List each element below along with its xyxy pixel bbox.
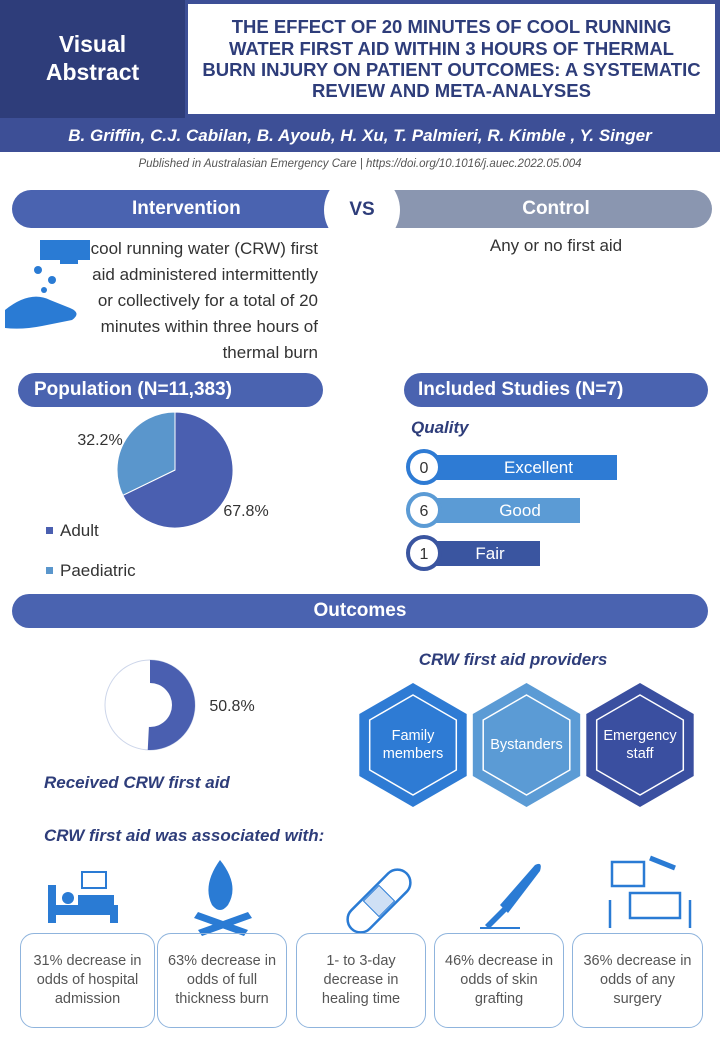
- hexagon-outline: [595, 694, 685, 796]
- hexagon: [586, 683, 694, 807]
- studies-title: Included Studies (N=7): [404, 373, 708, 407]
- hexagon-outline: [368, 694, 458, 796]
- title: THE EFFECT OF 20 MINUTES OF COOL RUNNING…: [188, 4, 715, 114]
- provider-name: Emergency staff: [603, 727, 677, 762]
- pie-label: 32.2%: [77, 432, 122, 449]
- population-title: Population (N=11,383): [18, 373, 323, 407]
- hexagon: [359, 683, 467, 807]
- control-text: Any or no first aid: [489, 236, 623, 255]
- surgery-icon: [608, 855, 692, 928]
- count: 6: [420, 503, 429, 520]
- pie-label: 67.8%: [223, 503, 268, 520]
- quality-name: Fair: [475, 544, 505, 563]
- bandage-icon: [346, 868, 412, 934]
- authors: B. Griffin, C.J. Cabilan, B. Ayoub, H. X…: [68, 126, 652, 145]
- quality-label: Quality: [411, 418, 469, 437]
- intervention-label: Intervention: [12, 190, 372, 228]
- outcomes-title: Outcomes: [12, 594, 708, 628]
- donut-hole: [128, 683, 172, 727]
- count-circle: [406, 535, 442, 571]
- count: 0: [420, 460, 429, 477]
- pie-slice: [116, 411, 176, 497]
- outcome-box: 46% decrease in odds of skin grafting: [434, 933, 564, 1028]
- legend-swatch: [46, 567, 53, 574]
- badge: Visual Abstract: [0, 0, 185, 118]
- control-label: Control: [360, 190, 712, 228]
- donut-label: 50.8%: [209, 698, 254, 715]
- legend-swatch: [46, 527, 53, 534]
- count: 1: [420, 546, 429, 563]
- outcome-box: 31% decrease in odds of hospital admissi…: [20, 933, 155, 1028]
- providers-title: CRW first aid providers: [418, 650, 608, 669]
- hospital-icon: [48, 871, 118, 923]
- legend-label: Paediatric: [60, 561, 136, 580]
- water-icon: [5, 240, 90, 329]
- graft-icon: [480, 863, 541, 929]
- quality-bar: [430, 541, 540, 566]
- received-label: Received CRW first aid: [44, 773, 230, 792]
- associated-title: CRW first aid was associated with:: [44, 826, 325, 845]
- quality-bar: [430, 455, 617, 480]
- vs-badge: VS: [324, 172, 400, 248]
- quality-bar: [430, 498, 580, 523]
- quality-name: Excellent: [504, 458, 573, 477]
- provider-name: Family members: [382, 727, 444, 762]
- legend-label: Adult: [60, 521, 99, 540]
- pie-slice: [122, 411, 234, 529]
- count-circle: [406, 449, 442, 485]
- fire-icon: [194, 860, 252, 936]
- hexagon: [472, 683, 581, 807]
- outcome-box: 36% decrease in odds of any surgery: [572, 933, 703, 1028]
- provider-name: Bystanders: [490, 736, 563, 753]
- outcome-box: 1- to 3-day decrease in healing time: [296, 933, 426, 1028]
- outcome-box: 63% decrease in odds of full thickness b…: [157, 933, 287, 1028]
- count-circle: [406, 492, 442, 528]
- hexagon-outline: [482, 694, 571, 796]
- published: Published in Australasian Emergency Care…: [138, 158, 582, 170]
- intervention-text: cool running water (CRW) first aid admin…: [90, 239, 318, 362]
- quality-name: Good: [499, 501, 541, 520]
